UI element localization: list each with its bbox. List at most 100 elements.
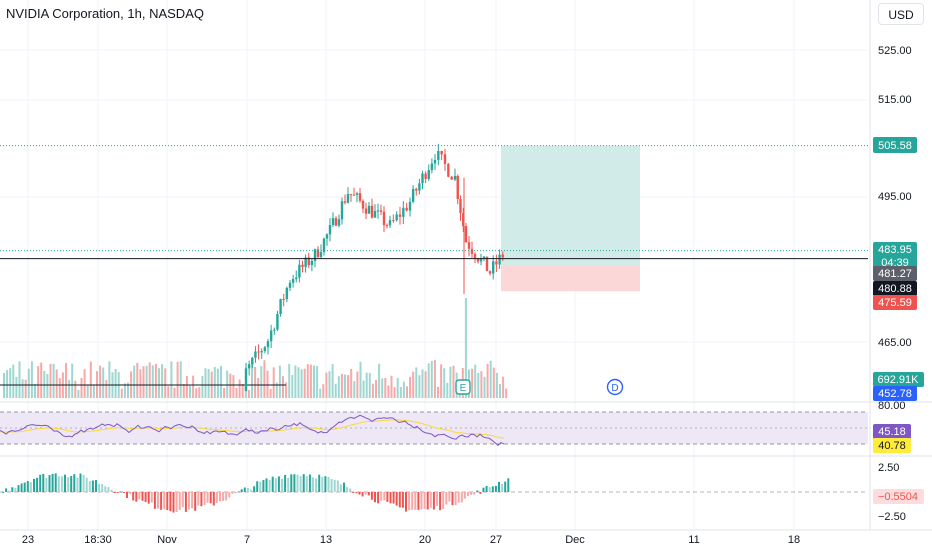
candle-body — [247, 364, 251, 369]
candle-body — [488, 271, 492, 274]
macd-histogram-bar — [101, 484, 104, 492]
volume-bar — [446, 382, 449, 398]
volume-bar — [189, 385, 191, 398]
earnings-marker[interactable]: E — [455, 379, 471, 395]
macd-histogram-bar — [479, 492, 482, 494]
volume-bar — [43, 370, 46, 398]
macd-histogram-bar — [330, 479, 333, 492]
volume-bar — [337, 376, 340, 398]
macd-histogram-bar — [228, 492, 231, 498]
candle-body — [254, 351, 257, 358]
volume-bar — [99, 365, 102, 398]
macd-histogram-bar — [181, 492, 184, 508]
macd-histogram-bar — [23, 482, 26, 492]
candle-body — [376, 210, 380, 212]
price-lines — [0, 145, 868, 260]
macd-histogram-bar — [104, 486, 107, 492]
volume-bar — [340, 373, 343, 398]
loss-zone[interactable] — [501, 265, 640, 292]
svg-text:40.78: 40.78 — [878, 440, 906, 452]
volume-bar — [334, 383, 337, 398]
candle-body — [263, 347, 267, 352]
volume-bar — [437, 386, 439, 398]
macd-histogram-bar — [408, 492, 411, 511]
macd-histogram-bar — [361, 492, 364, 497]
volume-bar — [179, 361, 182, 398]
dividend-marker[interactable]: D — [606, 378, 624, 396]
volume-bar — [402, 381, 405, 398]
macd-histogram-bar — [414, 492, 417, 510]
candle-body — [282, 299, 285, 301]
volume-bar — [266, 370, 269, 398]
volume-bar — [421, 369, 424, 398]
macd-histogram-bar — [467, 492, 469, 496]
macd-histogram-bar — [256, 481, 259, 492]
macd-histogram-bar — [318, 474, 321, 492]
macd-histogram-bar — [262, 480, 265, 492]
volume-bar — [238, 379, 241, 398]
price-axis[interactable]: 525.00 515.00 495.00 465.00 — [878, 45, 912, 349]
time-axis[interactable]: 23 18:30 Nov 7 13 20 27 Dec 11 18 — [22, 534, 800, 546]
candle-body — [352, 194, 356, 196]
macd-histogram-bar — [271, 476, 274, 492]
currency-button[interactable]: USD — [878, 3, 924, 25]
macd-histogram-bar — [305, 476, 308, 492]
macd-histogram-bar — [194, 492, 197, 511]
macd-histogram-bar — [17, 485, 20, 492]
svg-text:480.88: 480.88 — [878, 283, 912, 295]
macd-histogram-bar — [349, 488, 352, 492]
volume-bar — [297, 367, 300, 398]
candle-body — [298, 264, 301, 278]
candle-body — [398, 214, 402, 217]
macd-histogram-bar — [8, 490, 11, 492]
time-label-nov: Nov — [157, 534, 177, 546]
volume-bar — [229, 373, 232, 398]
macd-histogram-bar — [277, 476, 280, 492]
candle-body — [467, 242, 471, 249]
volume-bar — [381, 378, 384, 398]
volume-bar — [226, 370, 229, 398]
macd-histogram-bar — [122, 492, 125, 493]
volume-bar — [232, 375, 235, 398]
volume-bar — [176, 361, 179, 398]
volume-bar — [15, 376, 18, 398]
volume-bar — [433, 360, 436, 398]
macd-histogram-bar — [485, 485, 488, 492]
volume-bar — [65, 363, 67, 398]
time-label-1830: 18:30 — [84, 534, 112, 546]
volume-bar — [325, 372, 328, 398]
candle-body — [395, 214, 398, 221]
candle-body — [340, 201, 344, 220]
target-price-tag: 505.58 — [873, 137, 917, 153]
candle-body — [260, 351, 263, 353]
volume-bar — [368, 372, 371, 398]
volume-bar — [49, 363, 52, 398]
candle-body — [476, 258, 480, 262]
macd-histogram-bar — [219, 492, 221, 502]
macd-histogram-bar — [324, 476, 327, 492]
candle-body — [346, 194, 350, 203]
time-label-23: 23 — [22, 534, 34, 546]
last-price-tag: 483.95 04:39 — [873, 242, 917, 270]
macd-histogram-bar — [191, 492, 194, 509]
candle-body — [459, 199, 462, 214]
volume-bar — [353, 381, 356, 398]
volume-bar — [492, 367, 495, 398]
candle-body — [291, 279, 295, 283]
long-position-tool[interactable] — [501, 145, 640, 292]
volume-bar — [77, 389, 80, 398]
volume-bar — [409, 376, 412, 398]
macd-histogram-bar — [482, 487, 485, 492]
profit-zone[interactable] — [501, 145, 640, 266]
volume-bar — [173, 387, 176, 398]
macd-histogram-bar — [132, 492, 135, 501]
candle-body — [433, 159, 437, 164]
macd-histogram-bar — [398, 492, 401, 508]
candle-body — [244, 368, 248, 391]
candle-body — [388, 220, 392, 226]
volume-bar — [309, 364, 312, 398]
macd-value-tag: −0.5504 — [873, 489, 924, 504]
macd-histogram-bar — [54, 473, 57, 492]
macd-histogram-bar — [377, 492, 380, 504]
